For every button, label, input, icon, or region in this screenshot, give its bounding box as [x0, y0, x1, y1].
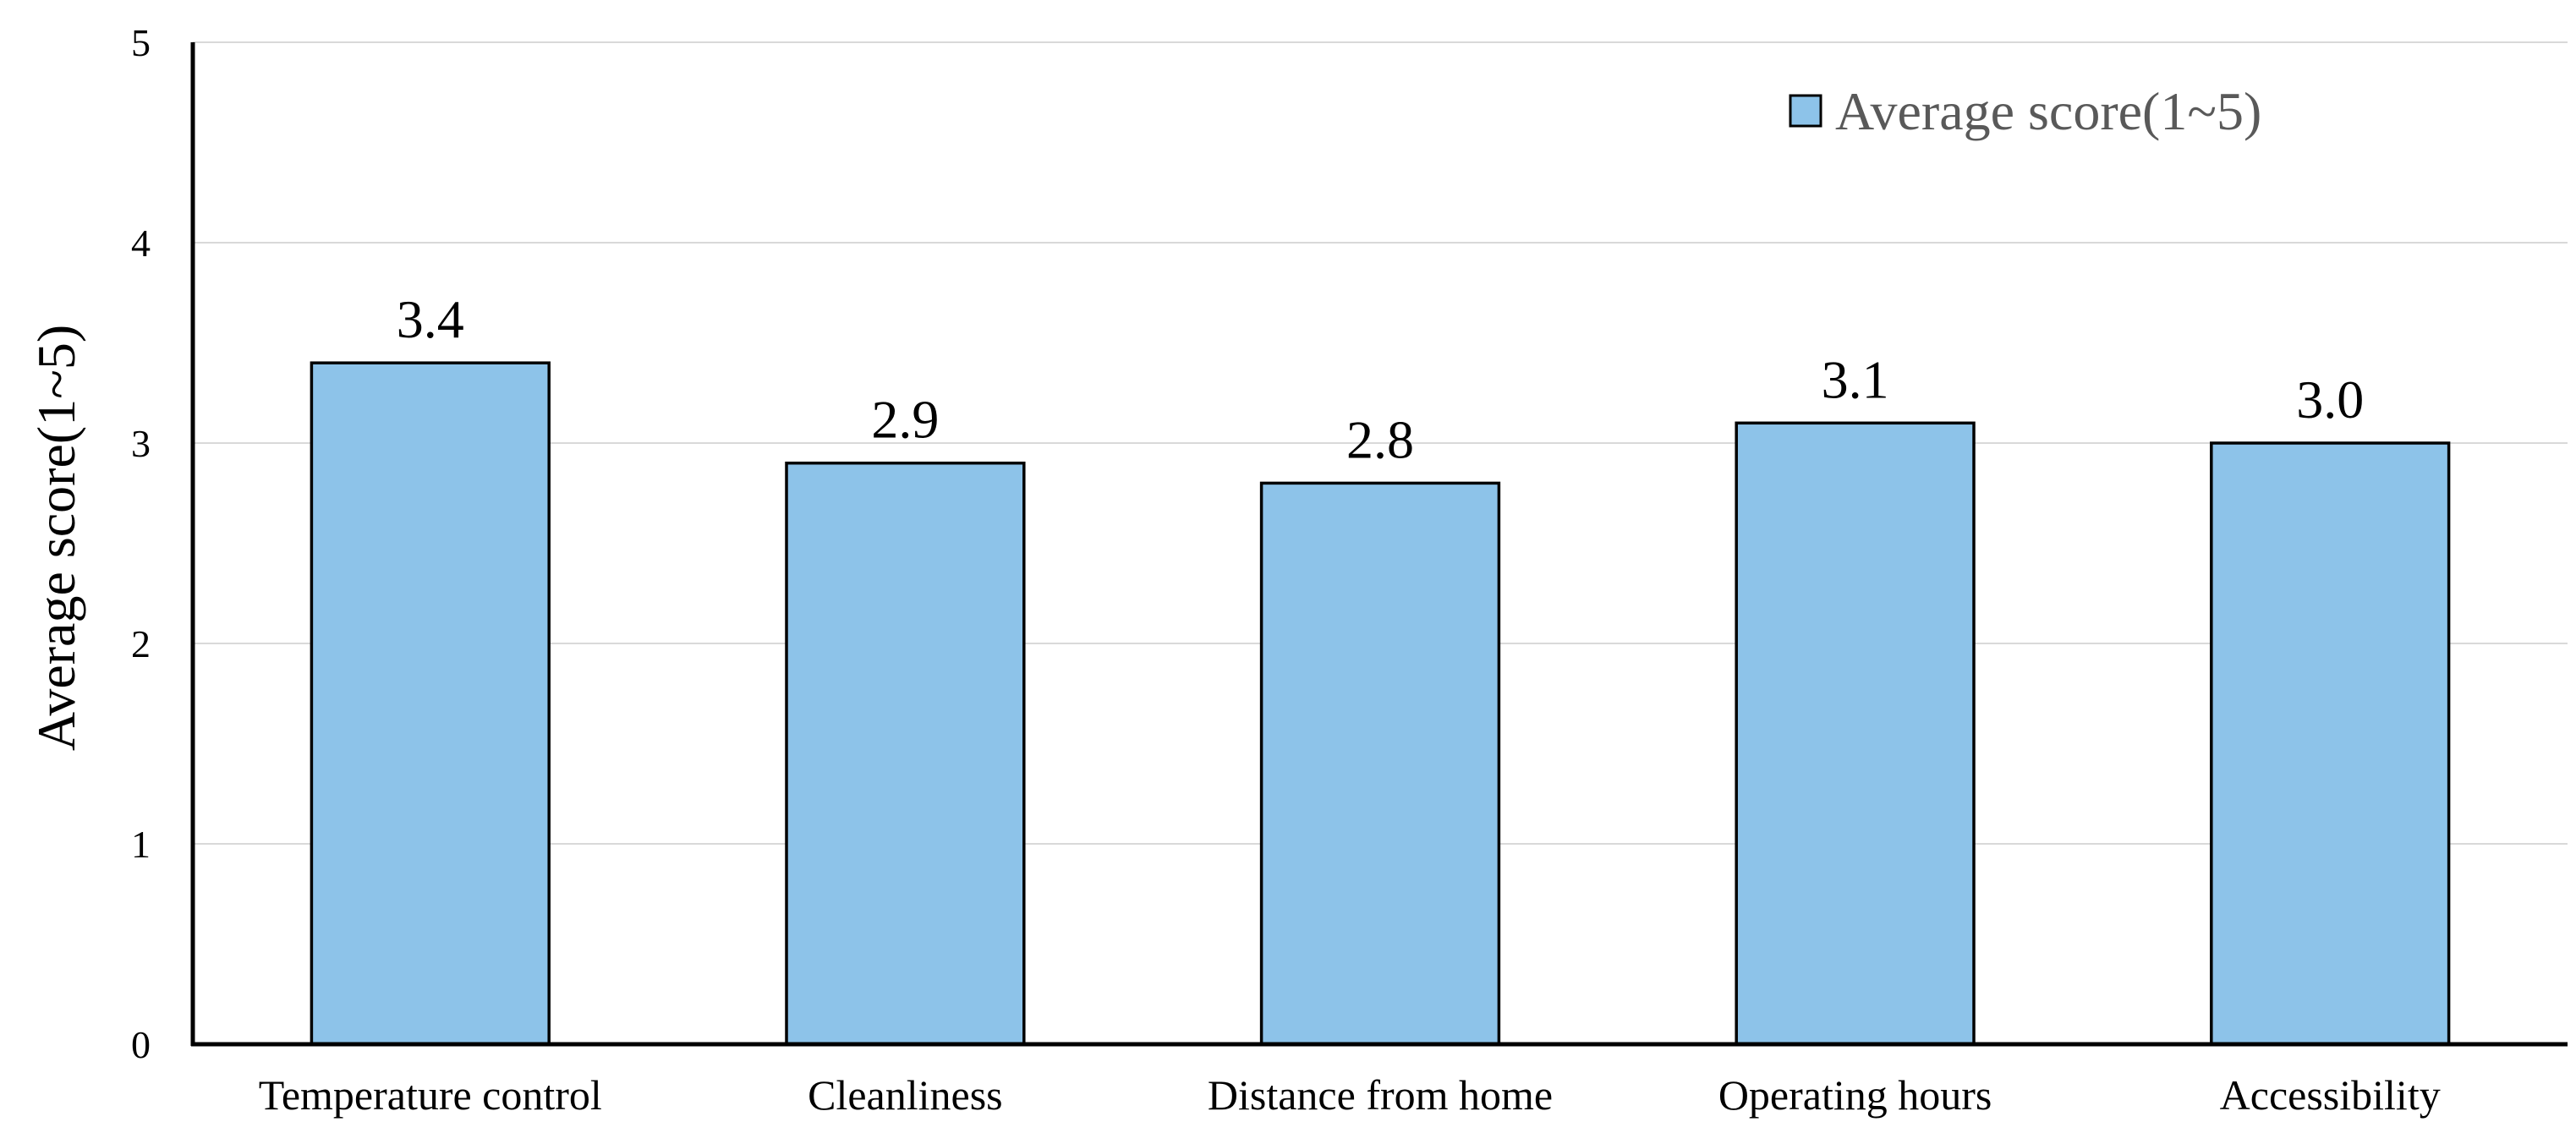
y-tick-label: 2: [131, 622, 151, 665]
bar: [2210, 441, 2451, 1046]
data-label: 3.4: [397, 289, 464, 349]
data-label: 2.8: [1346, 409, 1414, 469]
bar: [785, 461, 1026, 1046]
y-tick-label: 1: [131, 823, 151, 866]
y-tick-label: 0: [131, 1023, 151, 1066]
data-label: 2.9: [871, 390, 939, 450]
x-category-label: Operating hours: [1718, 1071, 1992, 1119]
y-tick-label: 3: [131, 422, 151, 465]
data-label: 3.0: [2296, 369, 2364, 430]
y-tick-label: 4: [131, 222, 151, 265]
bars: [310, 361, 2451, 1046]
x-category-label: Accessibility: [2220, 1071, 2441, 1119]
data-label: 3.1: [1822, 349, 1889, 409]
legend-label: Average score(1~5): [1835, 81, 2261, 141]
gridlines: [193, 41, 2568, 845]
bar: [1735, 421, 1976, 1046]
x-category-labels: Temperature control Cleanliness Distance f…: [259, 1071, 2441, 1119]
data-labels: 3.4 2.9 2.8 3.1 3.0: [397, 289, 2364, 469]
y-tick-labels: 0 1 2 3 4 5: [131, 21, 151, 1066]
x-category-label: Distance from home: [1208, 1071, 1553, 1119]
bar: [310, 361, 551, 1046]
y-tick-label: 5: [131, 21, 151, 64]
bar: [1259, 481, 1501, 1046]
y-axis-title: Average score(1~5): [26, 325, 86, 751]
legend-swatch: [1789, 94, 1822, 128]
x-category-label: Temperature control: [259, 1071, 602, 1119]
axes: [190, 42, 2568, 1047]
x-category-label: Cleanliness: [808, 1071, 1003, 1119]
legend: Average score(1~5): [1789, 81, 2261, 141]
